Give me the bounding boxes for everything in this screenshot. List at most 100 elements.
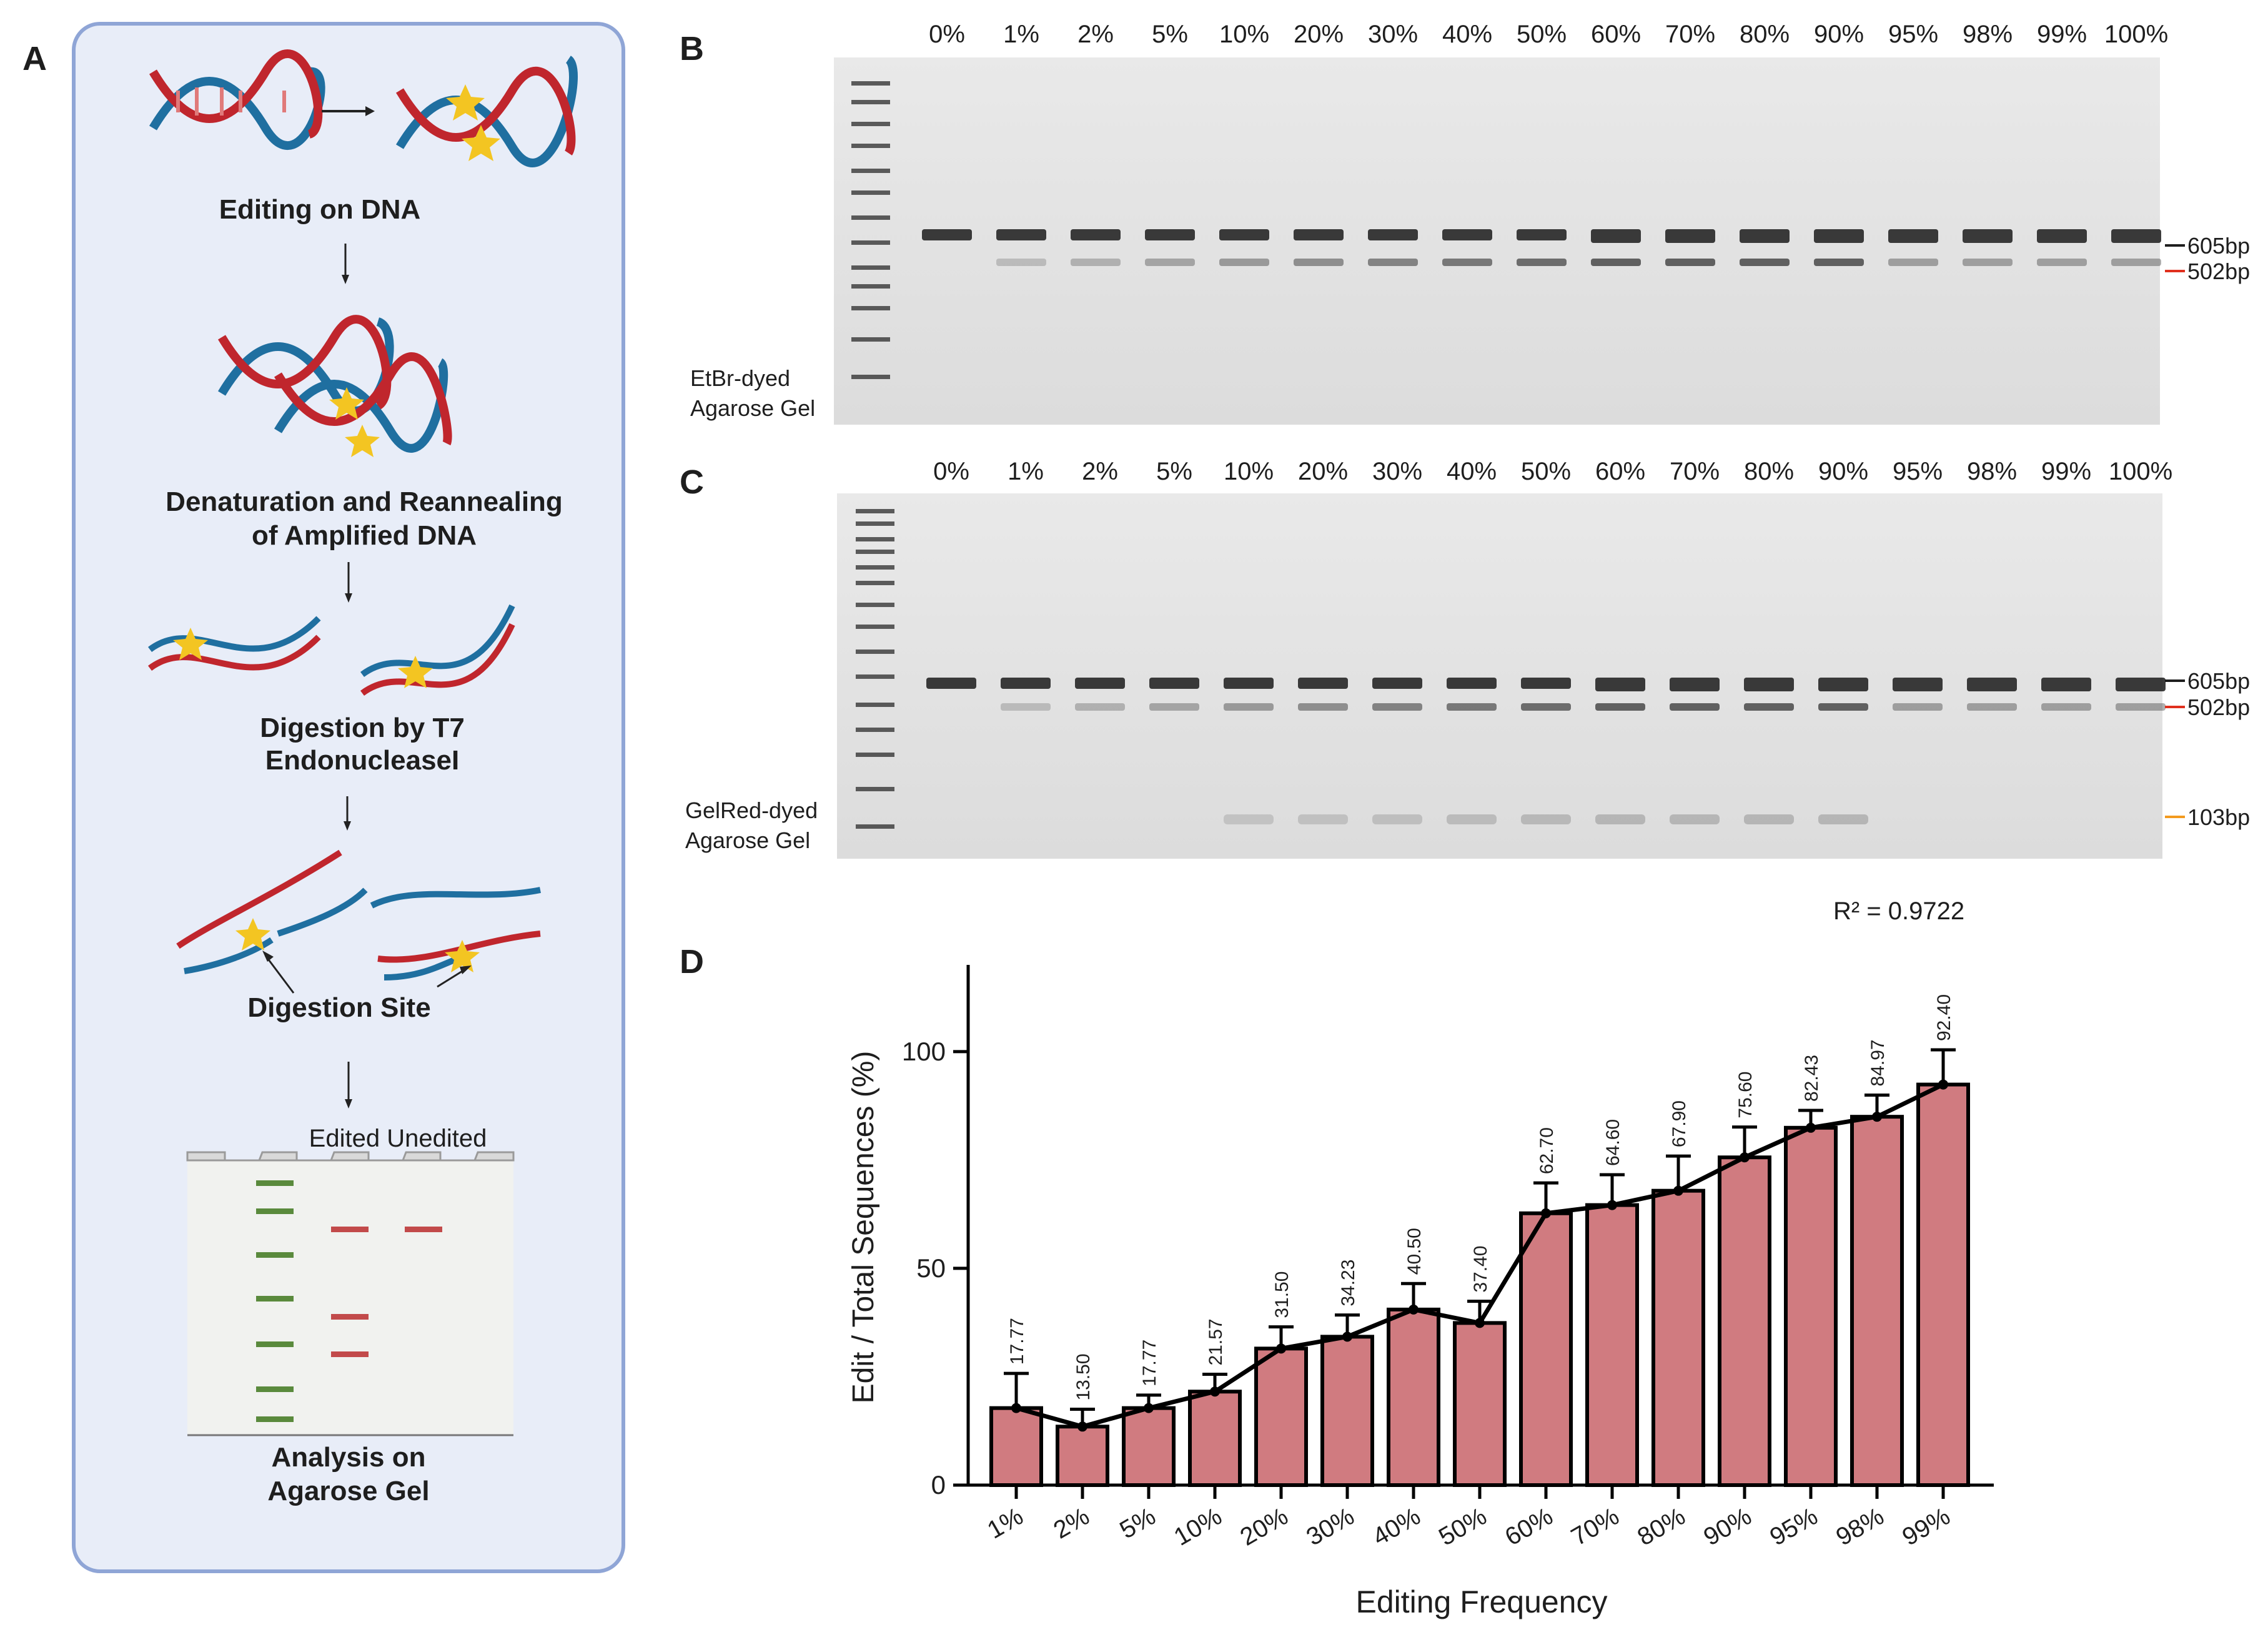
- bar: [989, 1406, 1043, 1487]
- gel-c-image: [837, 493, 2162, 859]
- value-label: 37.40: [1470, 1246, 1491, 1293]
- ladder-band: [856, 787, 894, 791]
- gel-band-502: [2037, 259, 2087, 266]
- size-marker-label: 605bp: [2187, 233, 2250, 259]
- value-label: 64.60: [1603, 1119, 1623, 1166]
- edit-star-icon: [329, 387, 364, 420]
- bar: [1188, 1390, 1242, 1488]
- edited-dna-helix-icon: [395, 56, 578, 167]
- gel-band-502: [2111, 259, 2161, 266]
- lane-label: 70%: [1665, 21, 1715, 48]
- step-analysis-label-1: Analysis on: [272, 1442, 426, 1473]
- gel-band-605: [1517, 229, 1567, 240]
- bar: [1056, 1425, 1109, 1488]
- bar: [1320, 1335, 1374, 1487]
- gel-b-lane-labels: 0% 1% 2% 5% 10% 20% 30% 40% 50% 60% 70% 80% 90% 95% 98…: [929, 21, 2168, 48]
- gel-b-panel: 0% 1% 2% 5% 10% 20% 30% 40% 50% 60% 70% 80% 90% 95% 98…: [690, 21, 2250, 425]
- x-tick-label: 10%: [1169, 1503, 1226, 1551]
- ladder-band: [851, 337, 890, 342]
- arrow-down-icon: [345, 562, 352, 603]
- step-analysis-label-2: Agarose Gel: [267, 1476, 429, 1506]
- gel-band-502: [2041, 703, 2091, 711]
- schematic-panel: Editing on DNA Denaturation and Reanneal…: [72, 22, 625, 1573]
- gel-band-605: [2116, 678, 2166, 691]
- bar: [1585, 1203, 1639, 1488]
- pointer-arrow-icon: [437, 968, 466, 988]
- arrow-down-icon: [344, 796, 351, 831]
- gel-band-502: [1372, 703, 1422, 711]
- gel-band-502: [1368, 259, 1418, 266]
- panel-letter-b: B: [680, 30, 704, 67]
- gel-band-605: [1521, 678, 1571, 689]
- gel-band-502: [1447, 703, 1497, 711]
- gel-band-605: [1744, 678, 1794, 691]
- step-digestion-label-2: EndonucleaseI: [265, 745, 460, 776]
- lane-label: 98%: [1963, 21, 2013, 48]
- gel-band-502: [1517, 259, 1567, 266]
- bar: [1916, 1082, 1970, 1487]
- gel-band-605: [1224, 678, 1274, 689]
- gel-band-502: [1595, 703, 1645, 711]
- cleaved-dna-icon: [176, 849, 541, 980]
- gel-band-605: [1893, 678, 1943, 691]
- bar: [1718, 1155, 1771, 1487]
- lane-label: 70%: [1670, 458, 1720, 485]
- ladder-band: [856, 703, 894, 707]
- gel-band-502: [1893, 703, 1943, 711]
- x-tick-label: 70%: [1567, 1503, 1623, 1551]
- gel-band-502: [1298, 703, 1348, 711]
- x-axis-label: Editing Frequency: [1355, 1584, 1607, 1619]
- gel-b-image: [834, 57, 2160, 425]
- gel-band-502: [1665, 259, 1715, 266]
- step-digestion-label-1: Digestion by T7: [260, 713, 465, 743]
- lane-label: 2%: [1077, 21, 1114, 48]
- ladder-band: [851, 190, 890, 195]
- panel-letter-d: D: [680, 943, 704, 980]
- arrow-down-icon: [342, 244, 349, 284]
- lane-label: 50%: [1521, 458, 1571, 485]
- mini-gel-header: Edited Unedited: [309, 1125, 487, 1152]
- x-tick-label: 90%: [1699, 1503, 1756, 1551]
- x-tick-label: 99%: [1898, 1503, 1954, 1551]
- lane-label: 98%: [1967, 458, 2017, 485]
- value-label: 92.40: [1934, 994, 1954, 1041]
- lane-label: 99%: [2037, 21, 2087, 48]
- gel-band-502: [1224, 703, 1274, 711]
- gel-c-stain-label-1: GelRed-dyed: [685, 798, 818, 823]
- y-tick-label: 0: [931, 1470, 946, 1499]
- lane-label: 95%: [1888, 21, 1938, 48]
- edit-star-icon: [173, 628, 208, 660]
- x-tick-label: 80%: [1633, 1503, 1690, 1551]
- gel-band-502: [1075, 703, 1125, 711]
- gel-band-502: [1149, 703, 1199, 711]
- gel-band-605: [2111, 229, 2161, 243]
- x-tick-label: 60%: [1500, 1503, 1557, 1551]
- arrow-right-icon: [322, 106, 375, 116]
- lane-label: 40%: [1442, 21, 1492, 48]
- size-marker-label: 103bp: [2187, 804, 2250, 830]
- edit-star-icon: [446, 84, 485, 121]
- x-tick-label: 98%: [1831, 1503, 1888, 1551]
- value-label: 13.50: [1073, 1353, 1094, 1400]
- gel-band-502: [996, 259, 1046, 266]
- lane-label: 90%: [1814, 21, 1864, 48]
- value-labels: 17.77 13.50 17.77 21.57 31.50 34.23 40.50 37.40…: [1007, 994, 1954, 1401]
- gel-c-lane-labels: 0% 1% 2% 5% 10% 20% 30% 40% 50% 60% 70% 80% 90% 95% 98…: [933, 458, 2172, 485]
- ladder-band: [856, 650, 894, 654]
- bar: [1387, 1307, 1440, 1488]
- ladder-band: [856, 674, 894, 679]
- lane-label: 95%: [1893, 458, 1943, 485]
- ladder-band: [851, 265, 890, 270]
- value-label: 75.60: [1735, 1072, 1756, 1119]
- bar: [1784, 1125, 1838, 1488]
- gel-band-605: [1298, 678, 1348, 689]
- x-tick-label: 40%: [1368, 1503, 1425, 1551]
- gel-band-103: [1818, 814, 1868, 824]
- panel-letter-c: C: [680, 463, 704, 501]
- gel-band-605: [2041, 678, 2091, 691]
- value-label: 17.77: [1007, 1318, 1028, 1365]
- gel-band-605: [1670, 678, 1720, 691]
- gel-band-605: [1447, 678, 1497, 689]
- y-axis-label: Edit / Total Sequences (%): [847, 1051, 880, 1404]
